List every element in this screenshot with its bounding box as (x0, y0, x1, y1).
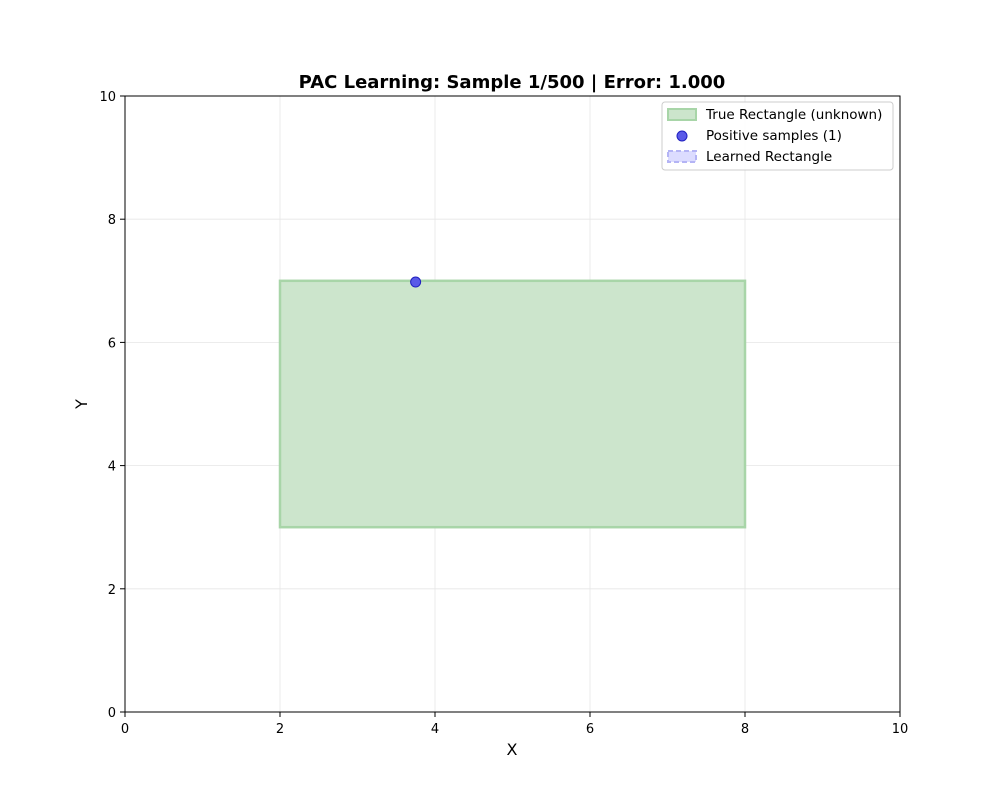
x-tick-label: 6 (586, 722, 594, 737)
x-axis-ticks: 0 2 4 6 8 10 (121, 712, 908, 737)
legend: True Rectangle (unknown) Positive sample… (661, 101, 894, 171)
legend-learned-rectangle-label: Learned Rectangle (706, 149, 832, 165)
y-tick-label: 10 (99, 90, 116, 105)
y-tick-label: 4 (108, 460, 116, 475)
y-tick-label: 6 (108, 336, 116, 351)
true-rectangle (278, 279, 747, 529)
x-tick-label: 10 (892, 722, 909, 737)
x-tick-label: 0 (121, 722, 129, 737)
y-axis-label: Y (72, 399, 91, 410)
y-tick-label: 0 (108, 706, 116, 721)
legend-positive-samples-marker (676, 130, 688, 142)
legend-true-rectangle-swatch (667, 108, 697, 121)
y-axis-ticks: 0 2 4 6 8 10 (99, 90, 125, 721)
y-tick-label: 8 (108, 213, 116, 228)
x-tick-label: 4 (431, 722, 439, 737)
legend-positive-samples-label: Positive samples (1) (706, 128, 842, 144)
positive-samples-layer (410, 276, 422, 288)
true-rectangle-layer (278, 279, 747, 529)
positive-sample-point (410, 276, 422, 288)
legend-true-rectangle-label: True Rectangle (unknown) (705, 107, 882, 123)
legend-learned-rectangle-swatch (667, 150, 697, 163)
x-tick-label: 8 (741, 722, 749, 737)
x-axis-label: X (507, 740, 518, 759)
y-tick-label: 2 (108, 583, 116, 598)
legend-box (661, 101, 894, 171)
plot-frame (124, 95, 901, 713)
chart-title: PAC Learning: Sample 1/500 | Error: 1.00… (299, 72, 726, 93)
x-tick-label: 2 (276, 722, 284, 737)
